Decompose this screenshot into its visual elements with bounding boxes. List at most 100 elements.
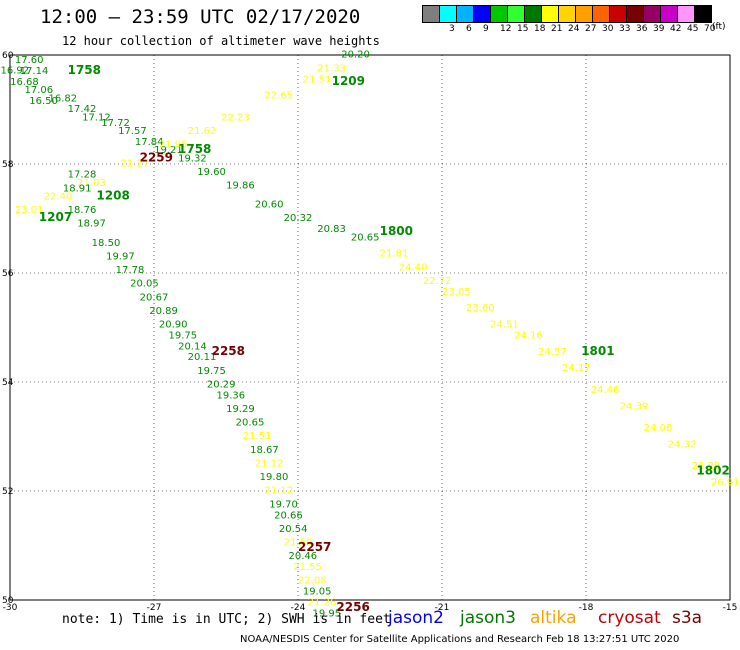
swh-value-label: 20.65 — [351, 232, 380, 243]
legend-bin-label: 18 — [534, 24, 546, 34]
credit-line: NOAA/NESDIS Center for Satellite Applica… — [240, 634, 680, 645]
swh-value-label: 17.57 — [118, 126, 147, 137]
swh-value-label: 21.27 — [120, 159, 149, 170]
swh-value-label: 24.08 — [644, 423, 673, 434]
swh-value-label: 20.11 — [188, 352, 217, 363]
lat-tick-label: 50 — [2, 596, 14, 606]
map-subtitle: 12 hour collection of altimeter wave hei… — [62, 34, 380, 48]
swh-value-label: 17.12 — [82, 112, 111, 123]
legend-bin-label: 24 — [568, 24, 580, 34]
swh-value-label: 20.29 — [207, 379, 236, 390]
swh-value-label: 17.78 — [116, 265, 145, 276]
legend-unit-label: (ft) — [712, 22, 726, 32]
swh-value-label: 24.57 — [538, 347, 567, 358]
swh-value-label: 24.40 — [399, 262, 428, 273]
legend-bin-label: 33 — [619, 24, 631, 34]
legend-bin-label: 6 — [466, 24, 472, 34]
legend-swatch: 39 — [644, 5, 664, 34]
map-title: 12:00 – 23:59 UTC 02/17/2020 — [40, 6, 361, 28]
lat-tick-label: 52 — [2, 487, 13, 497]
swh-value-label: 21.51 — [243, 431, 272, 442]
axis-tick-labels: -30 -27 -24 -21 -18 -15 50 52 54 56 58 60 — [2, 51, 737, 613]
legend-bin-label: 3 — [449, 24, 455, 34]
swh-value-label: 17.14 — [20, 66, 49, 77]
swh-value-label: 21.98 — [159, 140, 188, 151]
swh-value-label: 18.67 — [250, 445, 279, 456]
swh-value-label: 17.72 — [101, 118, 130, 129]
legend-swatch: 24 — [559, 5, 579, 34]
swh-value-label: 18.97 — [77, 219, 106, 230]
pass-time-label: 1802 — [696, 464, 729, 478]
legend-bin-label: 42 — [670, 24, 682, 34]
swh-value-label: 17.84 — [135, 137, 164, 148]
swh-value-label: 21.59 — [284, 538, 313, 549]
swh-value-label: 21.26 — [308, 597, 337, 608]
swh-value-label: 21.33 — [317, 63, 346, 74]
swh-value-label: 21.51 — [303, 74, 332, 85]
sat-label-jason2: jason2 — [388, 608, 444, 628]
legend-bin-label: 21 — [551, 24, 563, 34]
sat-label-s3a: s3a — [672, 608, 703, 628]
swh-value-label: 24.16 — [514, 330, 543, 341]
swh-value-label: 19.05 — [303, 587, 332, 598]
legend-bin-label: 45 — [687, 24, 699, 34]
lon-tick-label: -24 — [291, 603, 306, 613]
map-frame — [9, 54, 731, 601]
swh-value-label: 24.32 — [668, 439, 697, 450]
swh-value-label: 20.65 — [236, 418, 265, 429]
legend-swatch: 30 — [593, 5, 613, 34]
legend-swatch: 18 — [525, 5, 545, 34]
swh-value-label: 22.72 — [423, 276, 452, 287]
swh-value-label: 21.03 — [77, 178, 106, 189]
legend-swatch: 21 — [542, 5, 562, 34]
swh-value-label: 20.60 — [255, 200, 284, 211]
pass-time-label: 1209 — [332, 74, 365, 88]
swh-value-label: 22.23 — [221, 112, 250, 123]
swh-value-label: 17.60 — [15, 55, 44, 66]
swh-value-label: 21.12 — [255, 458, 284, 469]
swh-value-label: 21.55 — [293, 562, 322, 573]
swh-value-label: 20.89 — [149, 306, 178, 317]
legend-bin-label: 15 — [517, 24, 529, 34]
pass-time-label: 1758 — [68, 63, 101, 77]
swh-value-label: 20.83 — [317, 224, 346, 235]
pass-time-labels: 1758 1758 1209 1208 1207 2259 2258 2257 2256 1800… — [39, 63, 730, 614]
lat-tick-label: 58 — [2, 160, 14, 170]
swh-value-label: 19.80 — [260, 472, 289, 483]
swh-value-label: 20.54 — [279, 524, 308, 535]
swh-value-label: 24.46 — [591, 385, 620, 396]
pass-time-label: 2257 — [298, 540, 331, 554]
swh-value-label: 22.08 — [298, 576, 327, 587]
swh-value-label: 20.20 — [341, 50, 370, 61]
legend-swatch: 12 — [491, 5, 511, 34]
legend-swatch: 70 — [695, 5, 715, 34]
swh-value-label: 20.46 — [288, 551, 317, 562]
swh-value-label: 19.36 — [216, 390, 245, 401]
swh-value-label: 19.97 — [106, 251, 135, 262]
legend-swatch — [422, 5, 440, 23]
legend-bin-label: 12 — [500, 24, 512, 34]
pass-time-label: 1758 — [178, 142, 211, 156]
legend-bin-label: 9 — [483, 24, 489, 34]
lon-tick-label: -27 — [147, 603, 162, 613]
swh-value-label: 23.01 — [15, 205, 44, 216]
swh-value-label: 16.68 — [10, 77, 39, 88]
sat-label-altika: altika — [530, 608, 577, 628]
swh-value-label: 23.05 — [442, 287, 471, 298]
lon-tick-label: -15 — [723, 603, 738, 613]
swh-value-label: 19.32 — [178, 153, 207, 164]
swh-value-label: 17.06 — [24, 85, 53, 96]
swh-value-label: 18.91 — [63, 183, 92, 194]
swh-value-label: 26.29 — [692, 461, 721, 472]
swh-value-label: 19.29 — [226, 404, 255, 415]
swh-value-label: 23.60 — [466, 303, 495, 314]
swh-value-label: 18.76 — [68, 205, 97, 216]
lon-tick-label: -30 — [3, 603, 18, 613]
swh-value-label: 16.82 — [48, 93, 77, 104]
legend-swatch: 6 — [457, 5, 474, 34]
swh-value-label: 19.86 — [226, 181, 255, 192]
swh-value-label: 19.70 — [269, 499, 298, 510]
graticule — [9, 54, 731, 601]
swh-value-label: 20.66 — [274, 510, 303, 521]
